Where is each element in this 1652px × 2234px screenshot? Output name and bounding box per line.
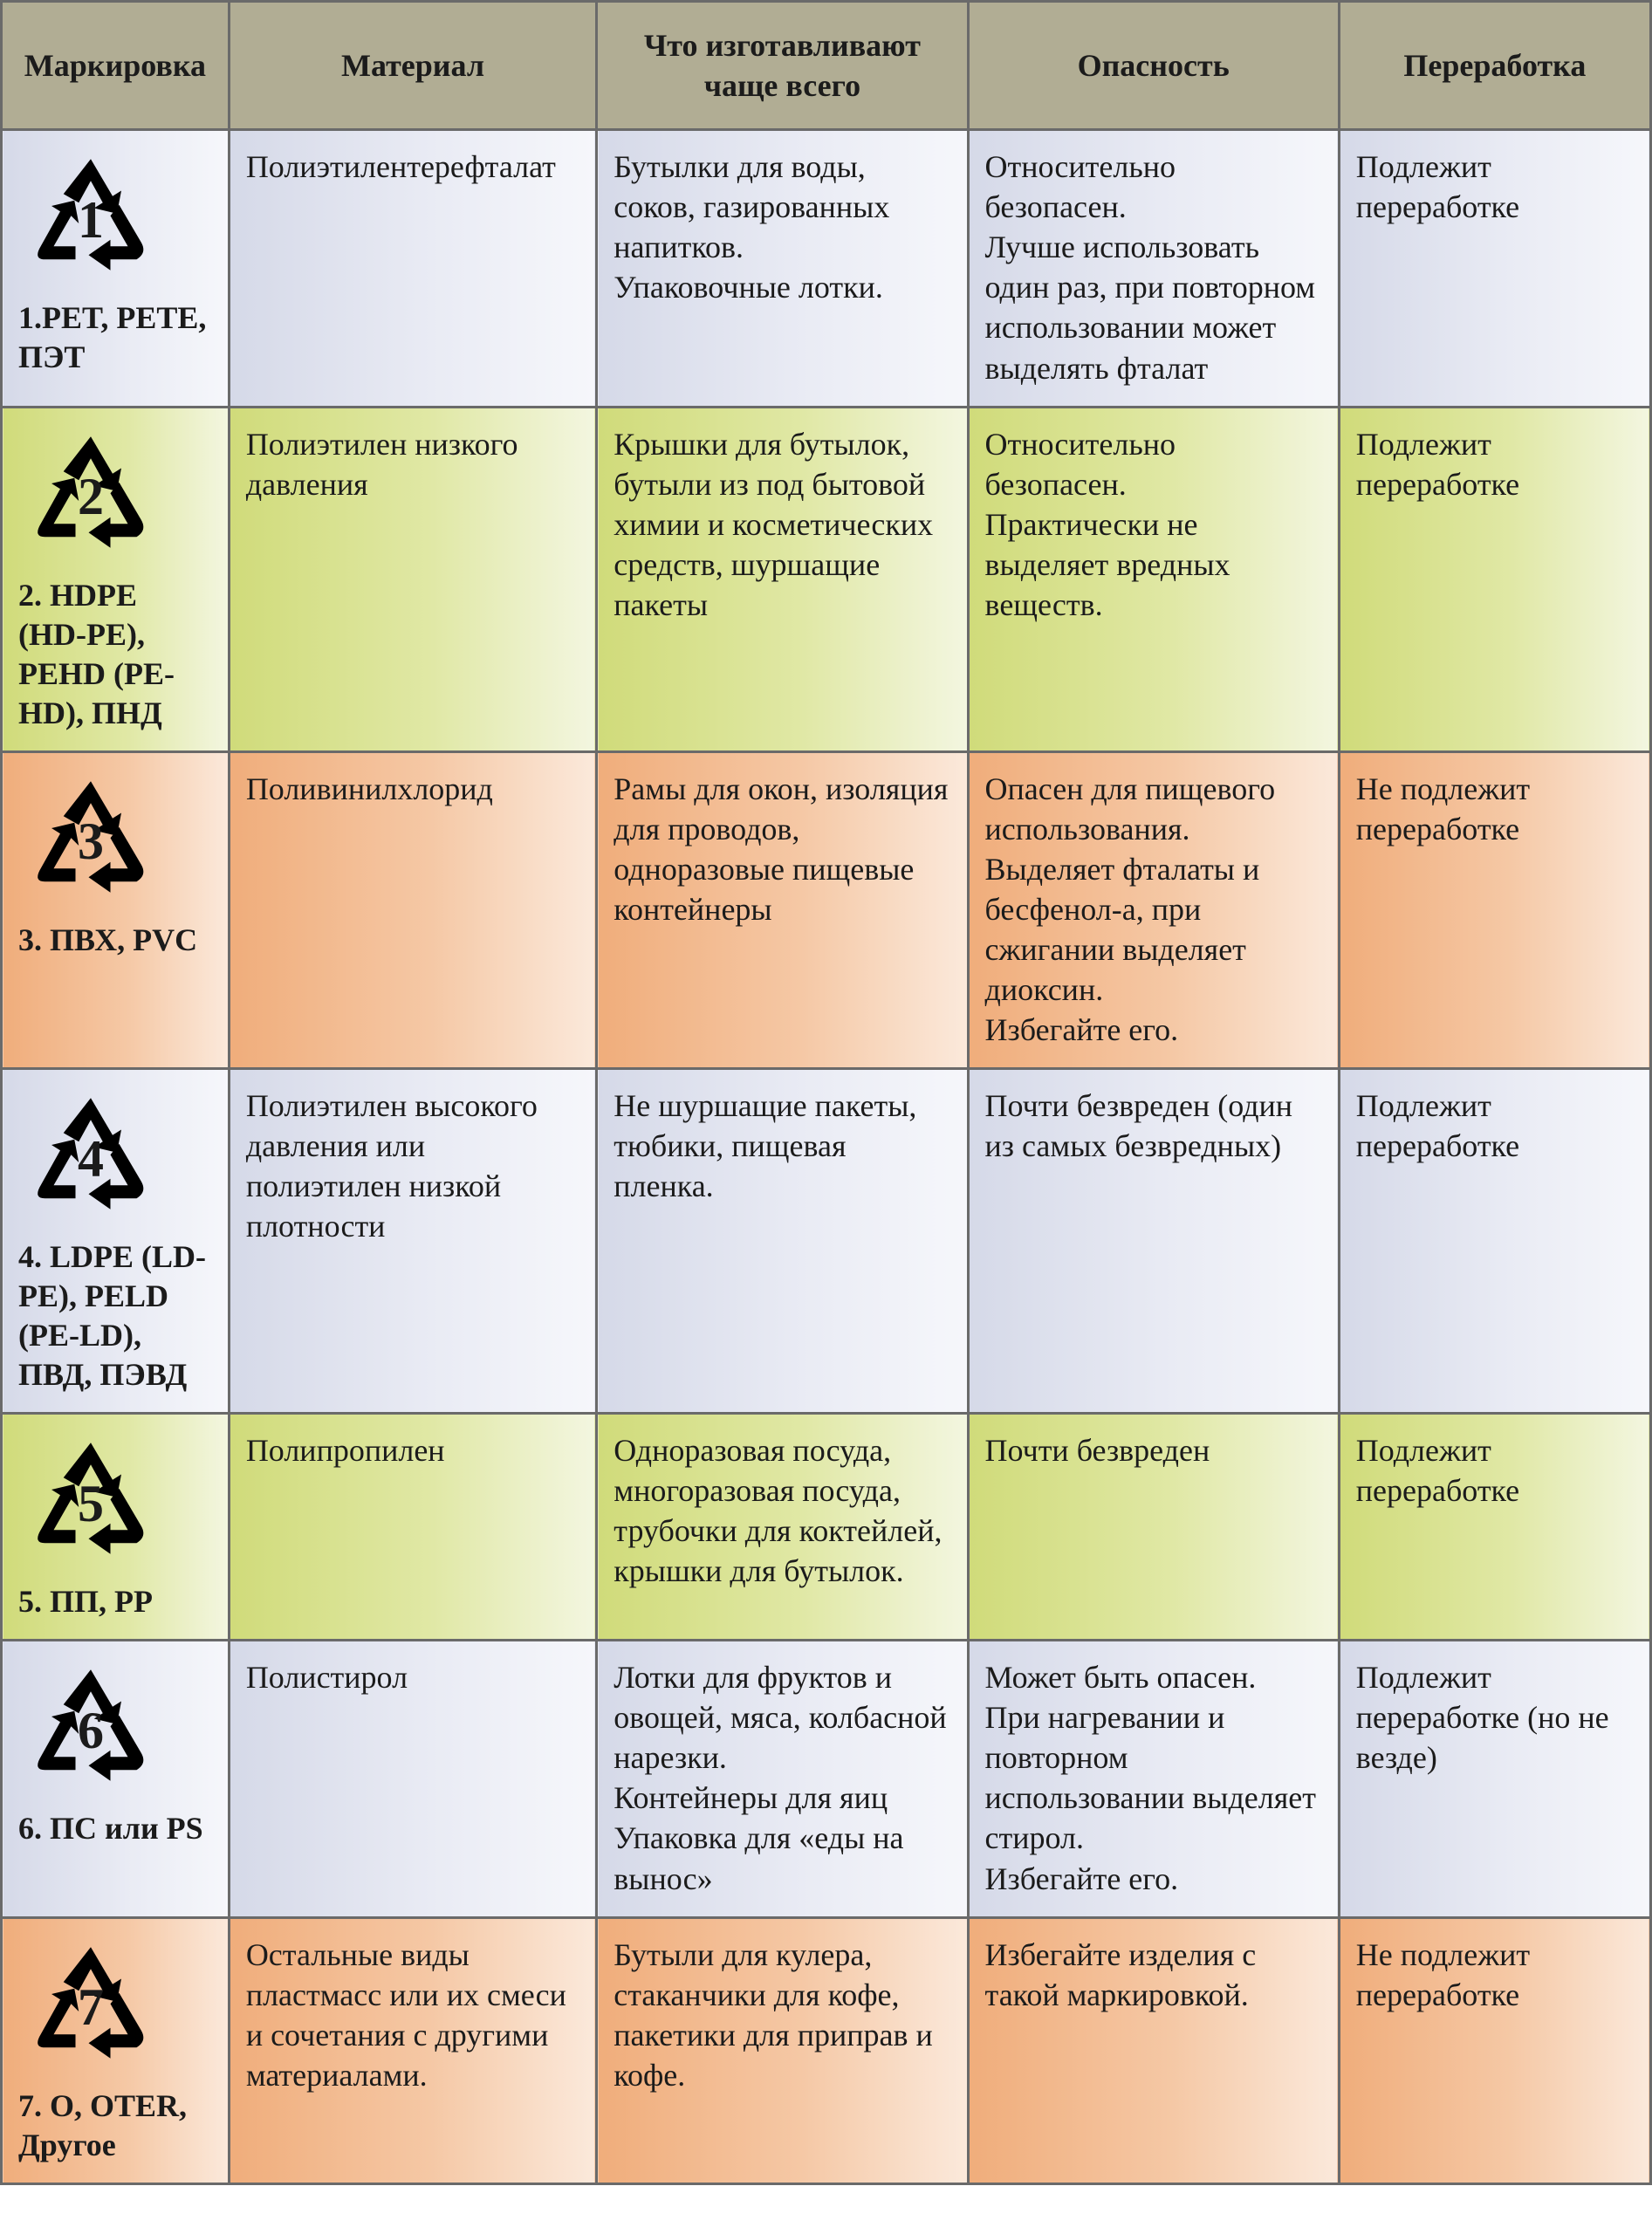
recycle-icon: 3 — [25, 776, 156, 898]
marking-label: 6. ПС или PS — [18, 1806, 212, 1848]
cell-danger: Избегайте изделия с такой маркировкой. — [968, 1917, 1339, 2183]
cell-material: Полипропилен — [229, 1414, 596, 1641]
recycle-number: 6 — [25, 1664, 156, 1786]
cell-made: Бутылки для воды, соков, газированных на… — [597, 130, 968, 407]
marking-label: 4. LDPE (LD-PE), PELD (PE-LD), ПВД, ПЭВД — [18, 1234, 212, 1395]
cell-recycle: Подлежит переработке — [1339, 1414, 1650, 1641]
table-header: Маркировка Материал Что изготавливают ча… — [2, 2, 1651, 130]
cell-marking: 4 4. LDPE (LD-PE), PELD (PE-LD), ПВД, ПЭВ… — [2, 1069, 230, 1414]
cell-marking: 5 5. ПП, PP — [2, 1414, 230, 1641]
recycle-icon: 5 — [25, 1437, 156, 1559]
cell-danger: Относительно безопасен. Практически не в… — [968, 407, 1339, 751]
recycle-number: 5 — [25, 1437, 156, 1559]
marking-label: 3. ПВХ, PVC — [18, 917, 212, 960]
recycle-number: 1 — [25, 154, 156, 276]
cell-recycle: Подлежит переработке (но не везде) — [1339, 1641, 1650, 1917]
marking-label: 1.PET, PETE, ПЭТ — [18, 295, 212, 377]
table-row: 5 5. ПП, PP ПолипропиленОдноразовая посуда… — [2, 1414, 1651, 1641]
cell-material: Полиэтилен высокого давления или полиэти… — [229, 1069, 596, 1414]
recycle-icon: 6 — [25, 1664, 156, 1786]
marking-label: 7. O, OTER, Другое — [18, 2083, 212, 2165]
col-made: Что изготавливают чаще всего — [597, 2, 968, 130]
cell-danger: Почти безвреден — [968, 1414, 1339, 1641]
table-row: 1 1.PET, PETE, ПЭТПолиэтилентерефталатБут… — [2, 130, 1651, 407]
cell-recycle: Подлежит переработке — [1339, 130, 1650, 407]
cell-danger: Относительно безопасен. Лучше использова… — [968, 130, 1339, 407]
cell-made: Бутыли для кулера, стаканчики для кофе, … — [597, 1917, 968, 2183]
cell-made: Крышки для бутылок, бутыли из под бытово… — [597, 407, 968, 751]
cell-marking: 3 3. ПВХ, PVC — [2, 751, 230, 1069]
recycle-number: 3 — [25, 776, 156, 898]
table-row: 7 7. O, OTER, ДругоеОстальные виды пластм… — [2, 1917, 1651, 2183]
cell-made: Рамы для окон, изоляция для проводов, од… — [597, 751, 968, 1069]
recycle-icon: 4 — [25, 1093, 156, 1215]
cell-made: Лотки для фруктов и овощей, мяса, колбас… — [597, 1641, 968, 1917]
cell-marking: 6 6. ПС или PS — [2, 1641, 230, 1917]
page: Маркировка Материал Что изготавливают ча… — [0, 0, 1652, 2185]
cell-material: Остальные виды пластмасс или их смеси и … — [229, 1917, 596, 2183]
cell-material: Полиэтилен низкого давления — [229, 407, 596, 751]
cell-danger: Почти безвреден (один из самых безвредны… — [968, 1069, 1339, 1414]
cell-material: Полиэтилентерефталат — [229, 130, 596, 407]
marking-label: 5. ПП, PP — [18, 1579, 212, 1621]
recycle-number: 7 — [25, 1942, 156, 2064]
cell-marking: 1 1.PET, PETE, ПЭТ — [2, 130, 230, 407]
cell-recycle: Не подлежит переработке — [1339, 1917, 1650, 2183]
cell-material: Полистирол — [229, 1641, 596, 1917]
recycle-number: 4 — [25, 1093, 156, 1215]
col-danger: Опасность — [968, 2, 1339, 130]
table-row: 4 4. LDPE (LD-PE), PELD (PE-LD), ПВД, ПЭВ… — [2, 1069, 1651, 1414]
cell-danger: Опасен для пищевого использования. Выдел… — [968, 751, 1339, 1069]
cell-made: Не шуршащие пакеты, тюбики, пищевая плен… — [597, 1069, 968, 1414]
cell-material: Поливинилхлорид — [229, 751, 596, 1069]
table-row: 3 3. ПВХ, PVC ПоливинилхлоридРамы для окон… — [2, 751, 1651, 1069]
cell-recycle: Подлежит переработке — [1339, 407, 1650, 751]
col-marking: Маркировка — [2, 2, 230, 130]
recycle-number: 2 — [25, 431, 156, 553]
cell-recycle: Подлежит переработке — [1339, 1069, 1650, 1414]
recycle-icon: 1 — [25, 154, 156, 276]
col-recycle: Переработка — [1339, 2, 1650, 130]
plastics-table: Маркировка Материал Что изготавливают ча… — [0, 0, 1652, 2185]
cell-danger: Может быть опасен. При нагревании и повт… — [968, 1641, 1339, 1917]
table-row: 2 2. HDPE (HD-PE), PEHD (PE-HD), ПНДПолиэ… — [2, 407, 1651, 751]
table-row: 6 6. ПС или PS ПолистиролЛотки для фруктов… — [2, 1641, 1651, 1917]
cell-marking: 2 2. HDPE (HD-PE), PEHD (PE-HD), ПНД — [2, 407, 230, 751]
cell-made: Одноразовая посуда, многоразовая посуда,… — [597, 1414, 968, 1641]
marking-label: 2. HDPE (HD-PE), PEHD (PE-HD), ПНД — [18, 572, 212, 733]
cell-recycle: Не подлежит переработке — [1339, 751, 1650, 1069]
recycle-icon: 7 — [25, 1942, 156, 2064]
recycle-icon: 2 — [25, 431, 156, 553]
table-body: 11.PET, PETE, ПЭТПолиэтилентерефталатБут… — [2, 130, 1651, 2183]
col-material: Материал — [229, 2, 596, 130]
cell-marking: 7 7. O, OTER, Другое — [2, 1917, 230, 2183]
